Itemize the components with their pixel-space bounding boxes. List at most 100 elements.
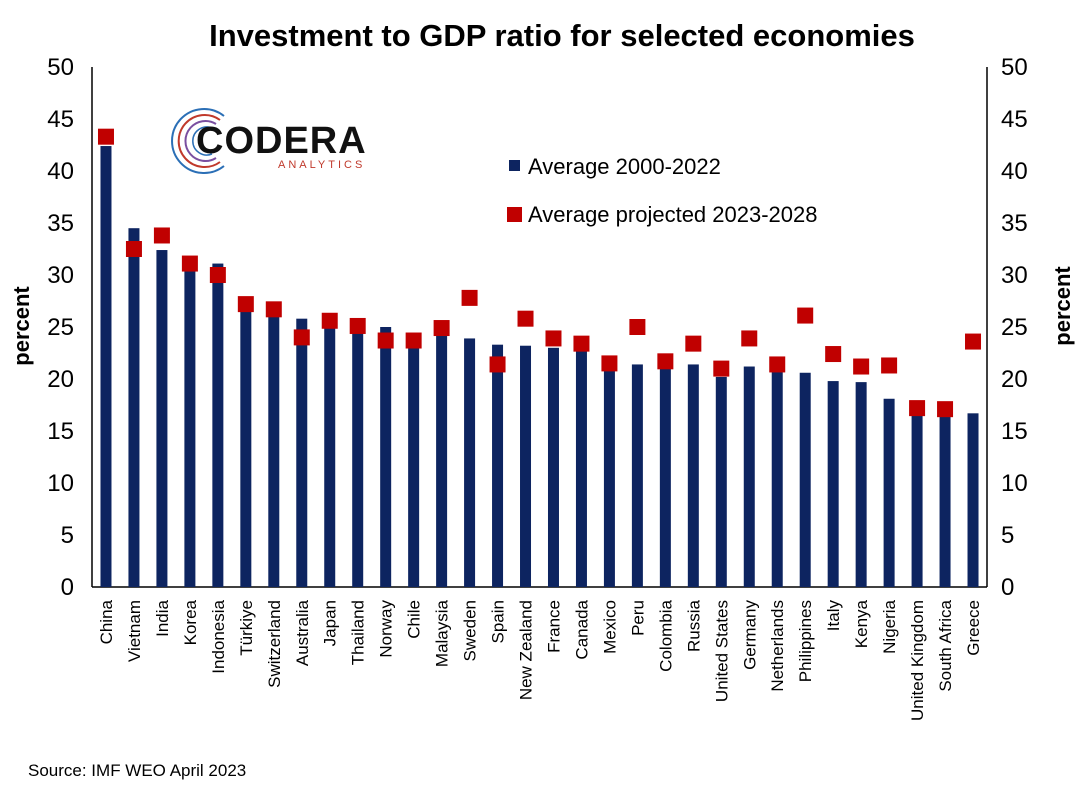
- source-note: Source: IMF WEO April 2023: [28, 761, 246, 780]
- bar: [408, 346, 420, 587]
- projected-point: [433, 320, 450, 337]
- x-tick-label: Vietnam: [125, 600, 144, 662]
- projected-point: [237, 296, 254, 313]
- x-tick-label: Italy: [824, 600, 843, 632]
- bar: [324, 323, 336, 587]
- x-tick-label: South Africa: [936, 599, 955, 691]
- bar: [380, 327, 392, 587]
- x-tick-label: Peru: [628, 600, 647, 636]
- y-axis-label-left: percent: [9, 286, 34, 366]
- x-tick-label: Chile: [405, 600, 424, 639]
- projected-point: [517, 310, 534, 327]
- x-tick-label: Greece: [964, 600, 983, 656]
- projected-point: [881, 357, 898, 374]
- projected-point: [181, 255, 198, 272]
- bar: [855, 382, 867, 587]
- bar-series: [100, 146, 979, 588]
- x-tick-label: Nigeria: [880, 599, 899, 653]
- y-axis-label-right: percent: [1050, 266, 1075, 346]
- projected-point: [741, 330, 758, 347]
- y-tick-label-left: 35: [47, 210, 74, 237]
- logo-subtext: ANALYTICS: [278, 159, 365, 171]
- projected-point: [713, 360, 730, 377]
- axes: 0 0 5 5 10 10 15 15 20 20 25 25 30 30 35 35 40 40 45 45 50 50: [47, 54, 1027, 601]
- x-tick-label: Malaysia: [433, 599, 452, 667]
- x-tick-label: France: [544, 600, 563, 653]
- projected-point: [965, 333, 982, 350]
- point-series: [97, 128, 982, 418]
- bar: [631, 364, 643, 587]
- bar: [436, 334, 448, 587]
- bar: [352, 330, 364, 587]
- projected-point: [293, 329, 310, 346]
- y-tick-label-right: 15: [1001, 418, 1028, 445]
- bar: [939, 416, 951, 587]
- projected-point: [153, 227, 170, 244]
- projected-point: [629, 319, 646, 335]
- bar: [743, 366, 755, 587]
- y-tick-label-left: 0: [61, 574, 74, 601]
- projected-point: [797, 307, 814, 324]
- bar: [100, 146, 112, 588]
- projected-point: [405, 332, 422, 349]
- bar: [771, 367, 783, 587]
- bar: [659, 366, 671, 587]
- bar: [128, 228, 140, 587]
- x-tick-label: India: [153, 599, 172, 636]
- x-tick-label: United States: [712, 600, 731, 702]
- x-tick-label: Russia: [684, 599, 703, 652]
- x-tick-label: China: [97, 599, 116, 644]
- codera-logo: CODERA ANALYTICS: [171, 108, 367, 174]
- bar: [184, 268, 196, 587]
- x-tick-label: Australia: [293, 599, 312, 666]
- projected-point: [909, 400, 926, 417]
- bar: [687, 364, 699, 587]
- legend-point-swatch: [507, 207, 522, 222]
- y-tick-label-right: 20: [1001, 366, 1028, 393]
- x-tick-label: Norway: [377, 600, 396, 658]
- bar: [464, 338, 476, 587]
- projected-point: [461, 289, 478, 306]
- y-tick-label-right: 5: [1001, 522, 1014, 549]
- bar: [520, 345, 532, 587]
- x-tick-label: Mexico: [600, 600, 619, 654]
- logo-circle-icon: [171, 108, 225, 174]
- projected-point: [769, 356, 786, 373]
- y-tick-label-left: 40: [47, 158, 74, 185]
- bar: [212, 263, 224, 587]
- y-tick-label-left: 10: [47, 470, 74, 497]
- x-tick-label: Spain: [489, 600, 508, 643]
- projected-point: [685, 335, 702, 352]
- x-tick-label: Türkiye: [237, 600, 256, 656]
- logo-text: CODERA: [196, 120, 367, 162]
- bar: [156, 250, 168, 588]
- x-tick-label: Kenya: [852, 599, 871, 648]
- category-labels: China Vietnam India Korea Indonesia Türkiye Sw…: [97, 599, 983, 721]
- bar: [799, 372, 811, 587]
- x-tick-label: Korea: [181, 599, 200, 645]
- projected-point: [573, 335, 590, 352]
- bar: [296, 318, 308, 587]
- y-tick-label-right: 45: [1001, 106, 1028, 133]
- x-tick-label: Sweden: [461, 600, 480, 661]
- x-tick-label: Canada: [572, 599, 591, 659]
- bar: [547, 347, 559, 587]
- y-tick-label-right: 25: [1001, 314, 1028, 341]
- y-tick-label-right: 0: [1001, 574, 1014, 601]
- bar: [911, 413, 923, 587]
- projected-point: [265, 301, 282, 318]
- x-tick-label: Indonesia: [209, 599, 228, 673]
- chart-title: Investment to GDP ratio for selected eco…: [209, 18, 915, 53]
- y-tick-label-left: 30: [47, 262, 74, 289]
- projected-point: [321, 312, 338, 329]
- x-tick-label: Germany: [740, 600, 759, 670]
- projected-point: [853, 358, 870, 375]
- projected-point: [209, 267, 226, 283]
- projected-point: [125, 241, 142, 257]
- bar: [603, 368, 615, 587]
- projected-point: [601, 355, 618, 372]
- y-tick-label-left: 20: [47, 366, 74, 393]
- projected-point: [825, 346, 842, 363]
